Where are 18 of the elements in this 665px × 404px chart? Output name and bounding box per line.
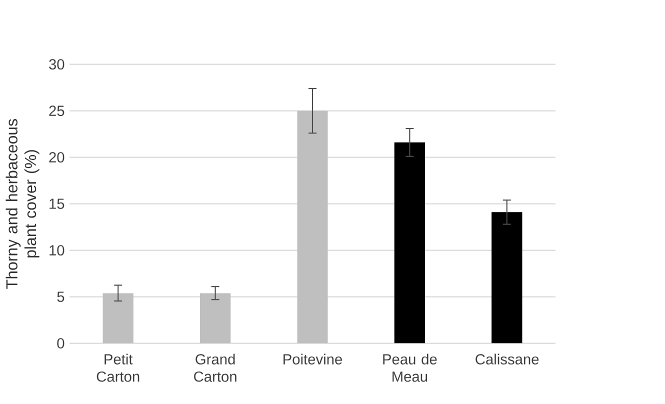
x-tick-label: Poitevine [284, 354, 342, 364]
bar [102, 293, 134, 344]
x-tick-label: Peau de Meau [383, 354, 437, 382]
y-tick-label: 0 [57, 338, 64, 348]
bar [200, 293, 231, 344]
y-tick-label: 25 [49, 106, 64, 116]
bar [394, 142, 426, 344]
x-tick-label: Grand Carton [194, 354, 236, 382]
x-tick-label: Petit Carton [96, 354, 140, 382]
y-tick-label: 5 [57, 292, 64, 302]
bar [297, 110, 328, 344]
y-tick-label: 20 [49, 152, 64, 163]
y-tick-label: 10 [50, 245, 64, 256]
y-tick-label: 30 [49, 59, 64, 70]
bar [492, 212, 522, 344]
y-axis-title: Thorny and herbaceous plant cover (%) [6, 119, 40, 289]
x-tick-label: Calissane [476, 354, 539, 364]
y-tick-label: 15 [50, 198, 64, 209]
